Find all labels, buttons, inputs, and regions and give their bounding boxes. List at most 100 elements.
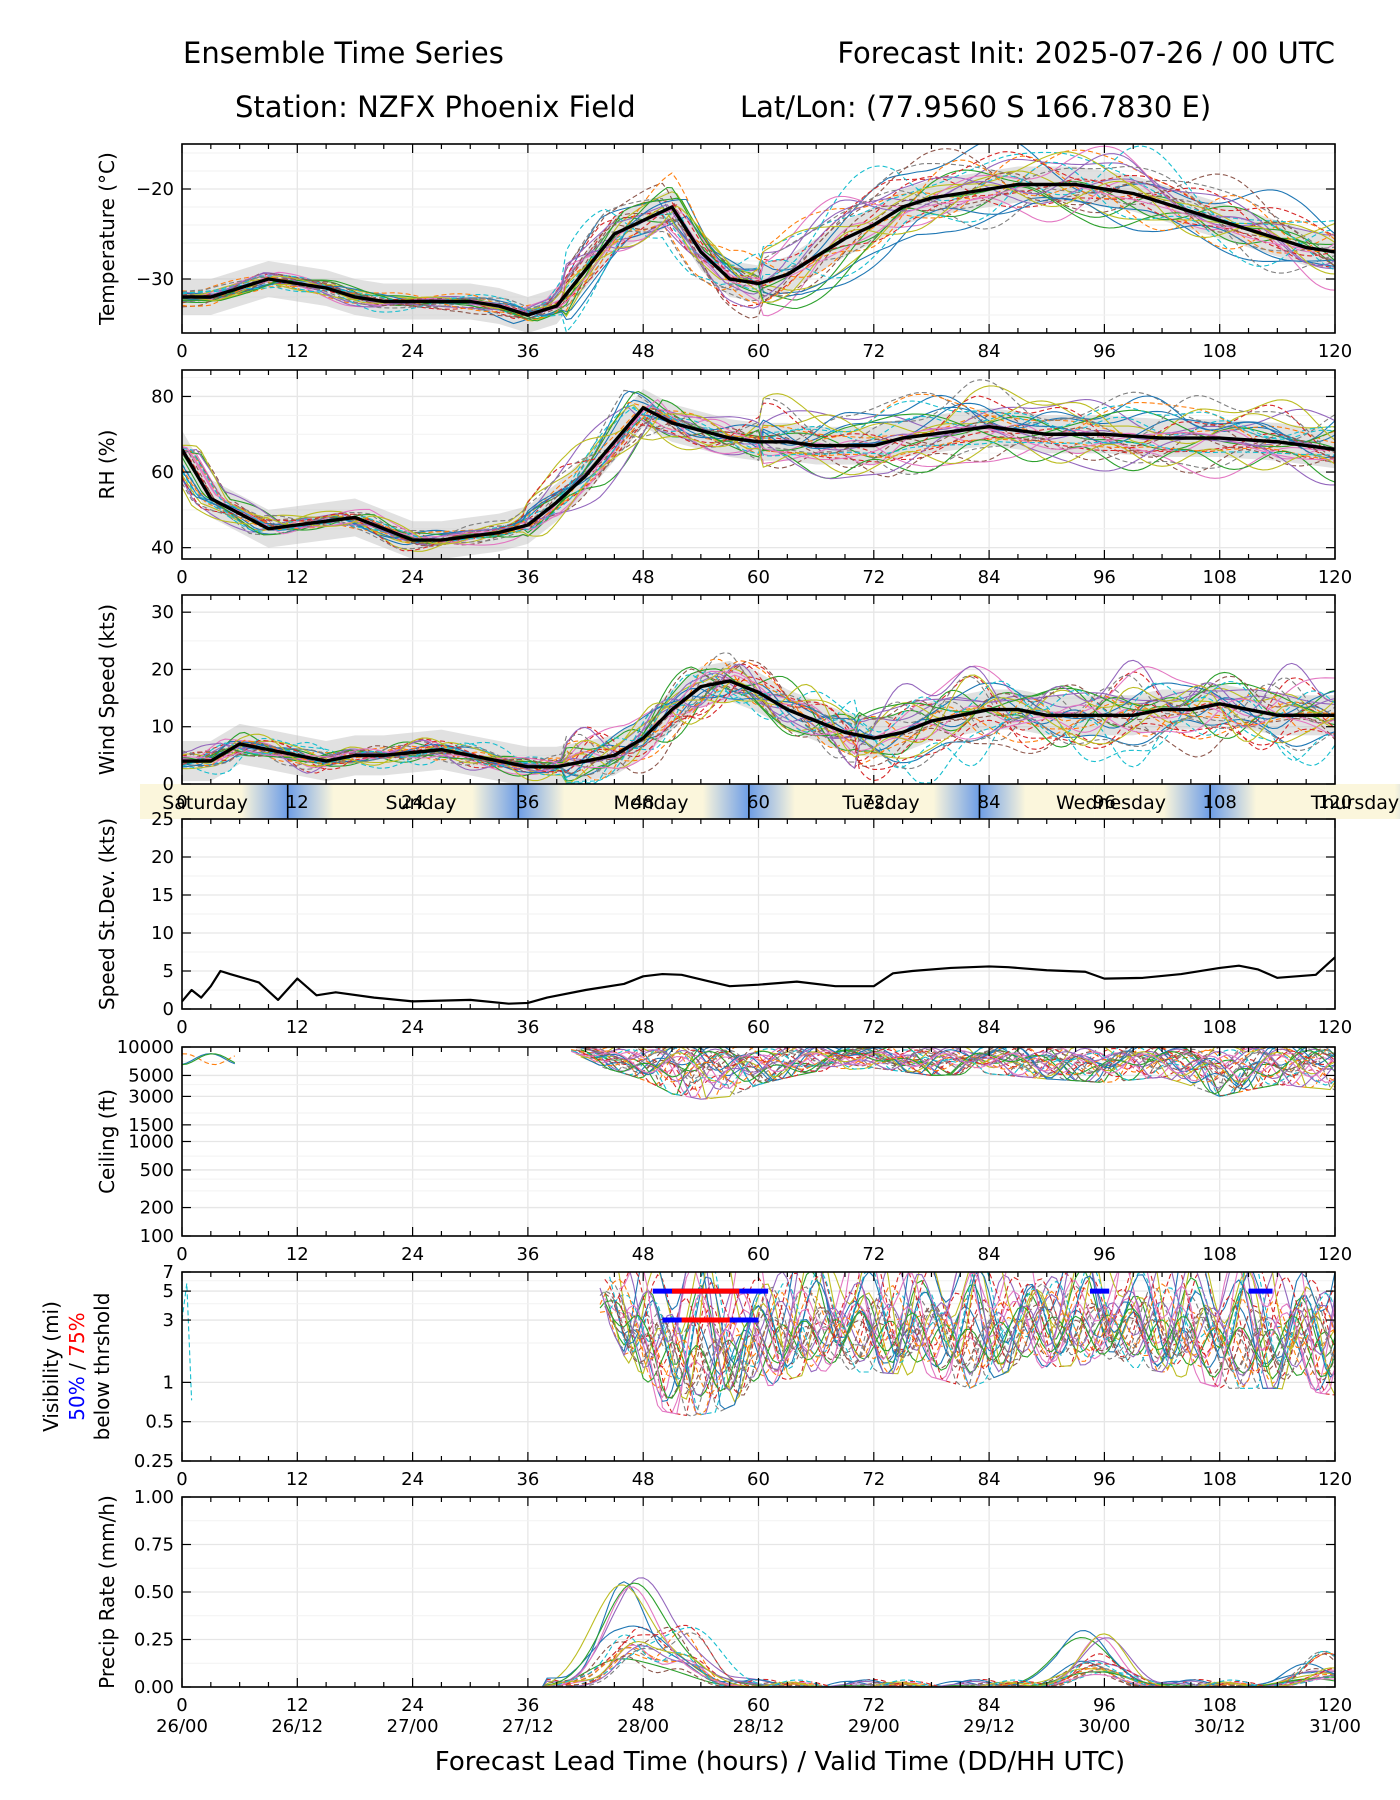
visibility-label-line1: Visibility (mi)	[39, 1301, 63, 1432]
ensemble-member-line	[594, 1047, 1335, 1096]
day-band-segment	[518, 784, 634, 819]
x-tick-label: 0	[176, 341, 187, 362]
ensemble-member-line	[182, 1624, 1335, 1687]
valid-time-label: 27/12	[502, 1716, 554, 1737]
x-tick-label: 36	[516, 792, 539, 813]
ensemble-mean-line	[182, 679, 1335, 769]
y-axis-label: RH (%)	[95, 430, 119, 500]
valid-time-label: 28/00	[617, 1716, 669, 1737]
day-band-segment	[287, 784, 403, 819]
ensemble-member-line	[570, 1049, 1335, 1084]
y-tick-label: 1500	[128, 1115, 174, 1136]
x-tick-label: 96	[1093, 792, 1116, 813]
x-tick-label: 48	[632, 1017, 655, 1038]
y-tick-label: 40	[151, 538, 174, 559]
y-tick-label: 3	[163, 1310, 174, 1331]
panel-3: 0 12 24 36 48 60 72 84 96 108 120 0 10 20 30 Wind Speed…	[95, 594, 1352, 813]
x-axis-label: Forecast Lead Time (hours) / Valid Time …	[435, 1747, 1125, 1777]
ensemble-member-line	[182, 379, 1335, 550]
x-tick-label: 12	[286, 1469, 309, 1490]
x-tick-label: 96	[1093, 1244, 1116, 1265]
y-tick-label: 0.50	[134, 1582, 174, 1603]
x-tick-label: 0	[176, 792, 187, 813]
ensemble-member-line	[182, 398, 1335, 546]
ensemble-member-line	[570, 1050, 1335, 1084]
ensemble-member-line	[182, 674, 1335, 782]
y-tick-label: 7	[163, 1262, 174, 1283]
ensemble-member-line	[182, 1047, 1335, 1097]
visibility-y-label: Visibility (mi) 50% / 75% below thrshold	[39, 1293, 114, 1441]
x-tick-label: 60	[747, 1017, 770, 1038]
x-tick-label: 0	[176, 1244, 187, 1265]
ensemble-member-line	[599, 1310, 1335, 1396]
x-tick-label: 60	[747, 1695, 770, 1716]
valid-time-label: 26/00	[156, 1716, 208, 1737]
x-tick-label: 12	[286, 1017, 309, 1038]
day-band: Saturday Sunday Monday Tuesday Wednesday Thur…	[140, 784, 1400, 819]
x-tick-label: 72	[862, 792, 885, 813]
spread-band	[182, 388, 1335, 559]
ensemble-member-line	[595, 1049, 1335, 1084]
valid-time-label: 31/00	[1309, 1716, 1361, 1737]
panel-7: 0 12 24 36 48 60 72 84 96 108 120 0.00 0.25 0.50 0.75 1…	[95, 1487, 1352, 1716]
ensemble-member-line	[182, 178, 1335, 314]
day-band-segment	[979, 784, 1095, 819]
stdev-line	[182, 956, 1335, 1005]
plot-area	[182, 379, 1335, 559]
ensemble-member-line	[182, 180, 1335, 315]
valid-time-label: 30/00	[1078, 1716, 1130, 1737]
x-tick-label: 120	[1318, 1695, 1352, 1716]
y-tick-label: 200	[140, 1198, 174, 1219]
ensemble-member-line	[182, 660, 1335, 767]
y-axis-label: Precip Rate (mm/h)	[95, 1495, 119, 1689]
panel-4: 0 12 24 36 48 60 72 84 96 108 120 0 5 10 15 20 25 Speed S…	[95, 809, 1352, 1038]
ensemble-member-line	[182, 145, 1335, 316]
ensemble-member-line	[613, 1272, 1335, 1410]
x-tick-label: 12	[286, 567, 309, 588]
day-label-thursday: Thursday	[1310, 792, 1399, 814]
ensemble-member-line	[182, 180, 1335, 317]
ensemble-member-line	[182, 1646, 1335, 1687]
x-tick-label: 84	[978, 1244, 1001, 1265]
ensemble-member-line	[182, 408, 1335, 541]
x-tick-label: 84	[978, 1017, 1001, 1038]
station-label: Station: NZFX Phoenix Field	[235, 90, 636, 124]
ensemble-member-line	[182, 413, 1335, 545]
day-band-segment	[864, 784, 980, 819]
day-label-tuesday: Tuesday	[841, 792, 919, 814]
x-tick-label: 120	[1318, 1244, 1352, 1265]
y-tick-label: 1	[163, 1372, 174, 1393]
y-tick-label: 0.75	[134, 1535, 174, 1556]
x-tick-label: 0	[176, 1017, 187, 1038]
x-tick-label: 0	[176, 1695, 187, 1716]
plot-area	[182, 1047, 1335, 1100]
x-tick-label: 24	[401, 341, 424, 362]
y-tick-label: 1.00	[134, 1487, 174, 1508]
title-left: Ensemble Time Series	[183, 36, 504, 70]
valid-time-label: 26/12	[271, 1716, 323, 1737]
ensemble-mean-line	[182, 406, 1335, 542]
x-tick-label: 108	[1203, 1695, 1237, 1716]
ensemble-member-line	[613, 1300, 1335, 1403]
ensemble-member-line	[182, 399, 1335, 544]
valid-time-label: 30/12	[1194, 1716, 1246, 1737]
x-tick-label: 96	[1093, 1469, 1116, 1490]
y-tick-label: 0	[163, 774, 174, 795]
ensemble-member-line	[182, 404, 1335, 541]
x-tick-label: 24	[401, 1695, 424, 1716]
y-tick-label: 0.00	[134, 1677, 174, 1698]
visibility-label-pct: 50% / 75%	[65, 1312, 89, 1420]
x-tick-label: 84	[978, 792, 1001, 813]
x-tick-label: 24	[401, 1469, 424, 1490]
y-tick-label: 20	[151, 847, 174, 868]
y-tick-label: 5	[163, 961, 174, 982]
day-band-segment	[748, 784, 865, 819]
panel-6: 0 12 24 36 48 60 72 84 96 108 120 0.25 0.5 1 3 57	[134, 1262, 1352, 1490]
valid-time-label: 28/12	[733, 1716, 785, 1737]
day-label-wednesday: Wednesday	[1056, 792, 1166, 814]
x-tick-label: 108	[1203, 1469, 1237, 1490]
x-tick-label: 108	[1203, 1244, 1237, 1265]
panel-1: 0 12 24 36 48 60 72 84 96 108 120 −30 −20 Temperature…	[95, 143, 1352, 362]
plot-area	[182, 652, 1335, 784]
y-tick-label: −30	[136, 269, 174, 290]
